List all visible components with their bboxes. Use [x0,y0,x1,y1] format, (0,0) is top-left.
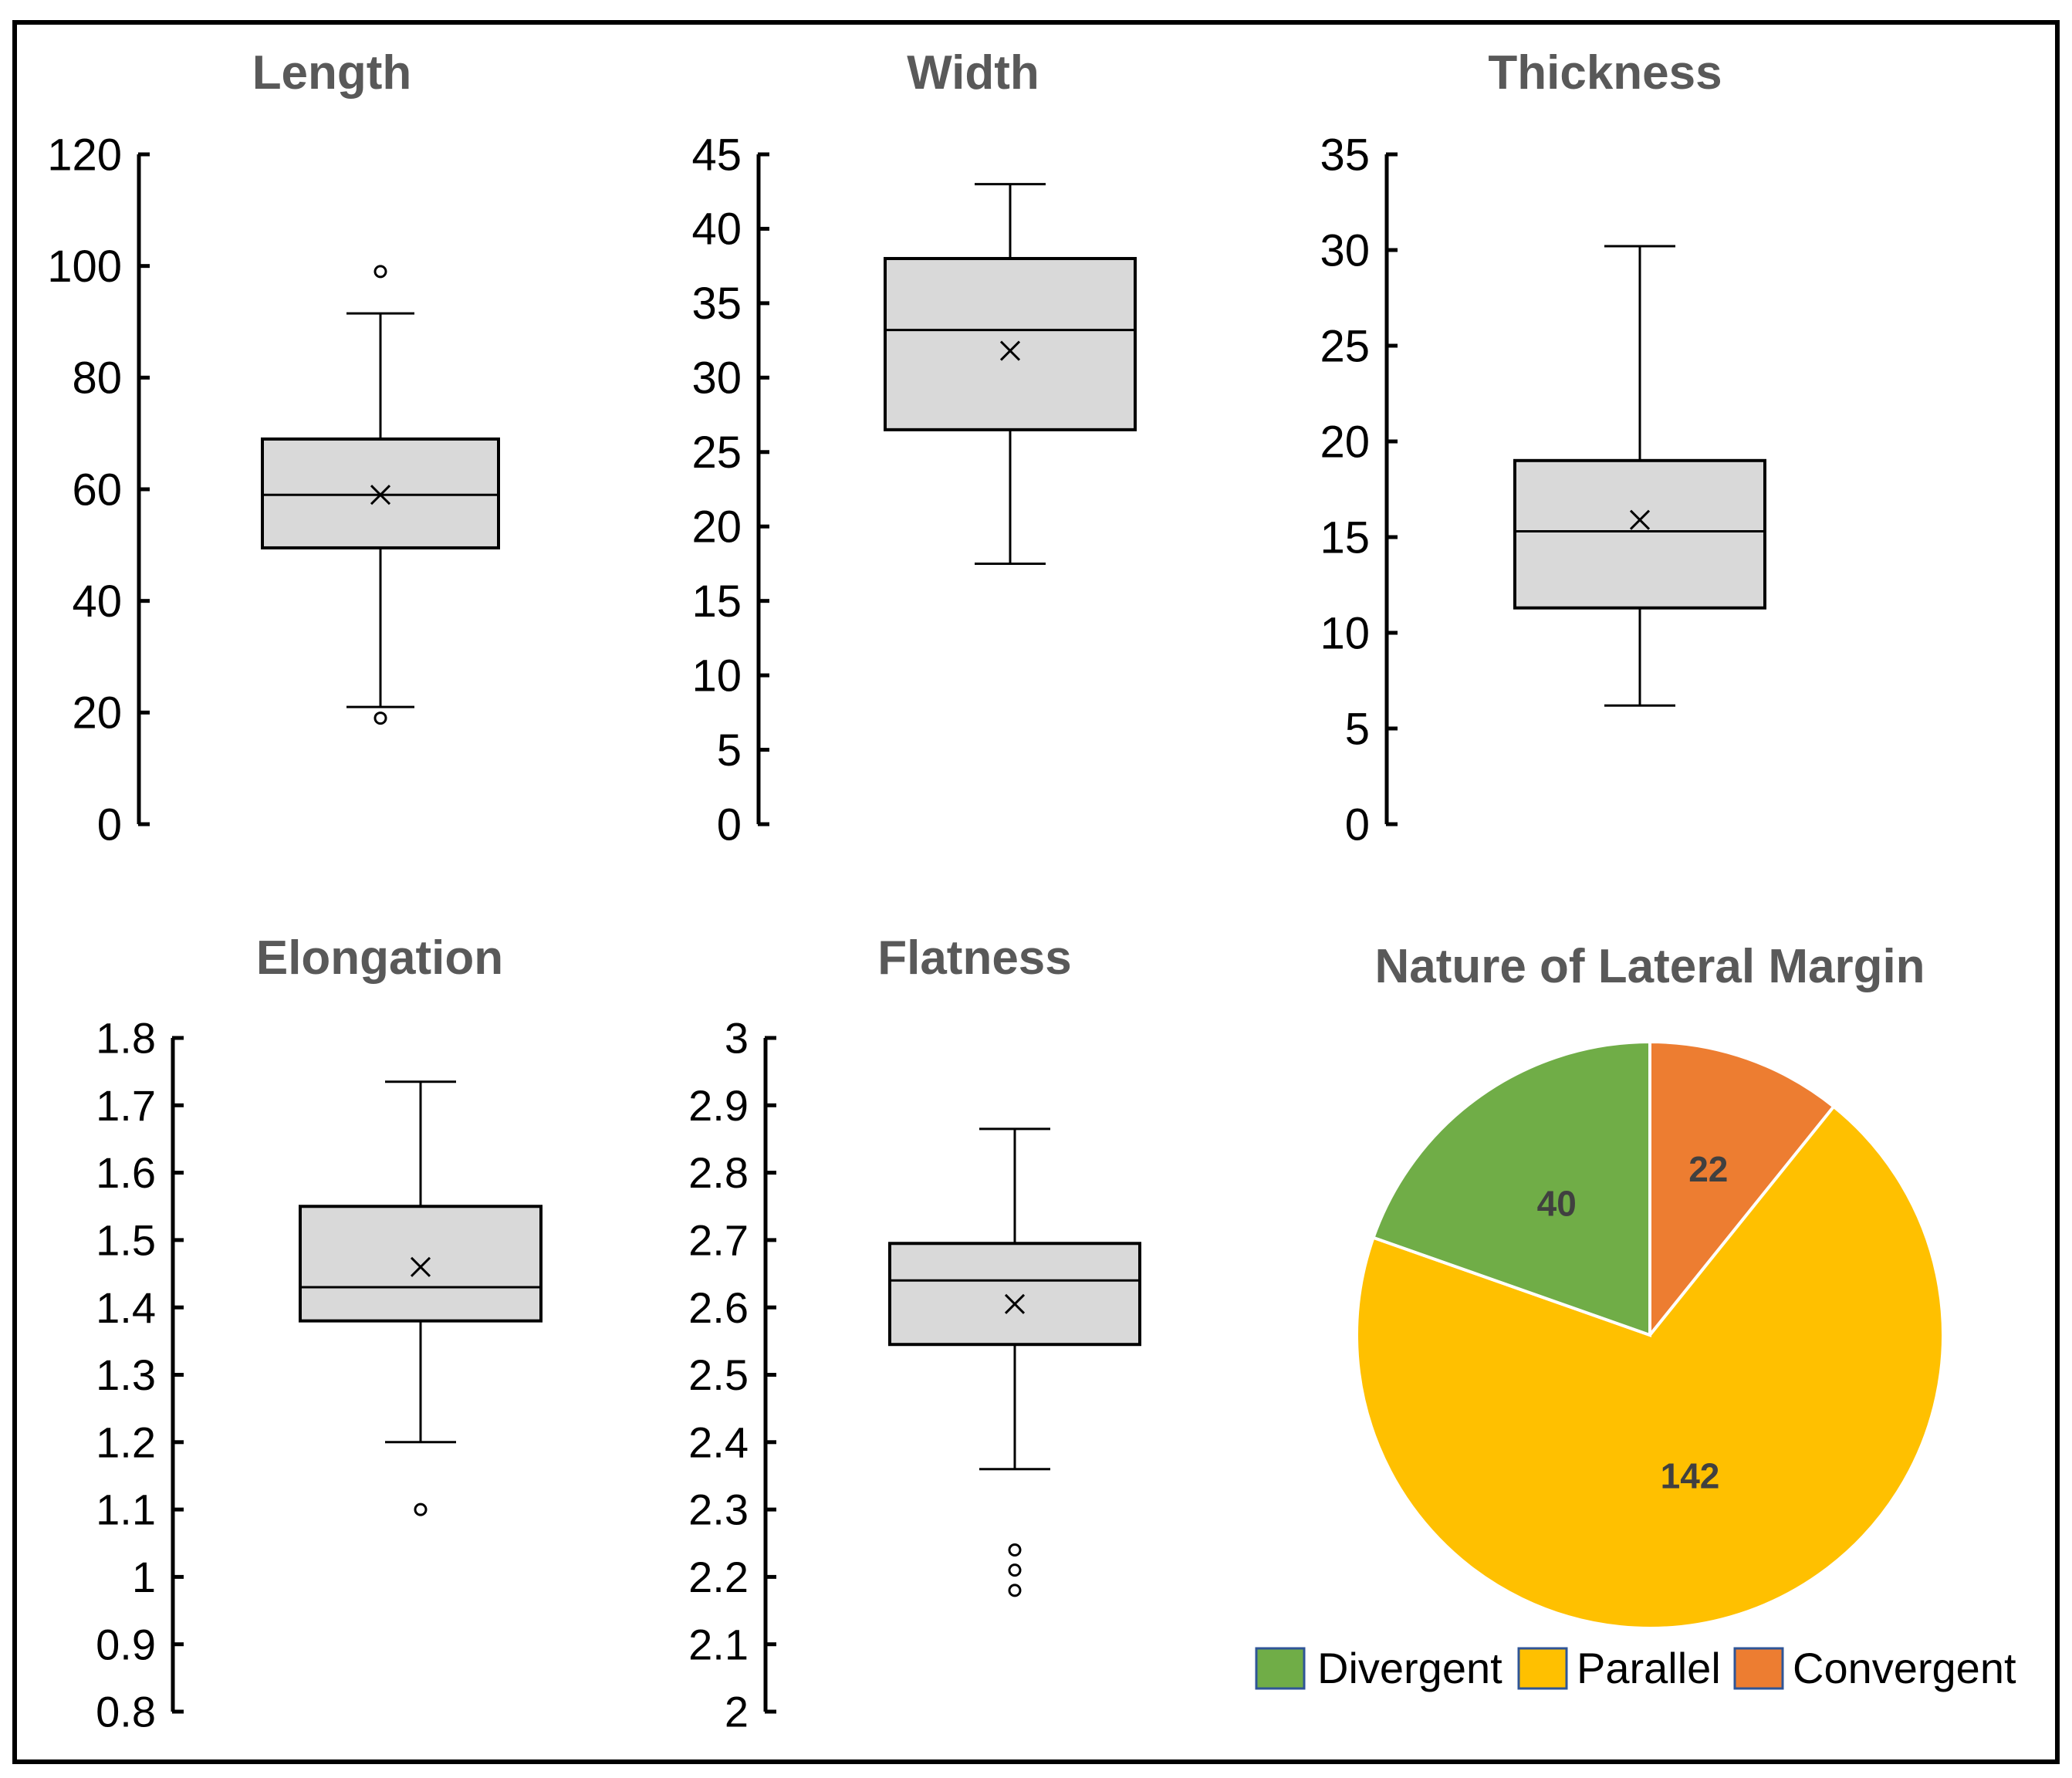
width-tick-label: 30 [691,353,742,404]
elongation-tick-label: 1.4 [96,1283,156,1332]
flatness-tick-label: 2.7 [688,1216,749,1265]
width-box [884,257,1137,431]
length-tick-label: 20 [72,688,122,739]
pie-labels: 22 142 40 [1537,1149,1729,1496]
flatness-mean-stroke [1004,1293,1026,1314]
width-tick-label: 0 [717,799,742,850]
pie-label-parallel: 142 [1661,1456,1720,1496]
elongation-tick-label: 1.3 [96,1350,156,1399]
elongation-box [299,1205,543,1323]
elongation-mean-marker [410,1256,431,1277]
legend-item-divergent: Divergent [1255,1644,1502,1692]
length-chart: Length 0 20 40 60 80 100 120 [47,46,500,850]
length-outlier [374,712,387,725]
flatness-tick-label: 2.6 [688,1283,749,1332]
elongation-title: Elongation [256,931,503,985]
length-tick-label: 120 [47,130,122,180]
flatness-chart: Flatness 2 2.1 2.2 2.3 2.4 2.5 2.6 2.7 2.8 2.9 3 [688,931,1141,1736]
elongation-mean-stroke [410,1256,431,1277]
elongation-tick-label: 0.9 [96,1620,156,1668]
pie-label-convergent: 22 [1688,1149,1728,1189]
legend-swatch-convergent [1733,1647,1784,1690]
length-mean-marker [370,485,391,505]
thickness-mean-marker [1629,509,1651,530]
pie-legend: Divergent Parallel Convergent [1255,1644,2016,1692]
pie-slice-convergent [1648,1039,1837,1340]
thickness-tick-label: 15 [1320,512,1370,563]
legend-swatch-divergent [1255,1647,1306,1690]
width-title: Width [907,46,1039,100]
thickness-box [1513,458,1766,610]
legend-item-convergent: Convergent [1733,1644,2016,1692]
length-outlier [374,265,387,279]
flatness-tick-label: 3 [725,1014,749,1063]
length-tick-label: 0 [97,799,122,850]
elongation-tick-label: 1.2 [96,1418,156,1466]
flatness-tick-label: 2.2 [688,1553,749,1601]
flatness-mean-marker [1004,1293,1026,1314]
thickness-tick-label: 5 [1345,704,1370,754]
elongation-tick-label: 0.8 [96,1688,156,1736]
length-tick-label: 40 [72,576,122,627]
width-tick-label: 35 [691,279,742,329]
thickness-title: Thickness [1488,46,1722,100]
width-mean-marker [999,340,1021,361]
thickness-tick-label: 10 [1320,608,1370,658]
flatness-tick-label: 2.5 [688,1350,749,1399]
width-tick-label: 25 [691,428,742,478]
pie-label-divergent: 40 [1537,1183,1577,1223]
elongation-tick-label: 1.6 [96,1148,156,1197]
pie-title: Nature of Lateral Margin [1374,940,1925,993]
flatness-outlier [1008,1584,1022,1597]
width-chart: Width 0 5 10 15 20 25 30 35 40 45 [691,46,1137,850]
length-tick-label: 60 [72,465,122,515]
width-tick-label: 45 [691,130,742,180]
flatness-outlier [1008,1543,1022,1557]
elongation-tick-label: 1.5 [96,1216,156,1265]
pie-slices [1355,1039,1945,1631]
flatness-box [888,1242,1141,1347]
flatness-tick-label: 2 [725,1688,749,1736]
flatness-tick-label: 2.9 [688,1081,749,1130]
width-tick-label: 15 [691,576,742,627]
width-tick-label: 5 [717,725,742,776]
elongation-tick-label: 1.1 [96,1486,156,1534]
thickness-tick-label: 0 [1345,799,1370,850]
length-tick-label: 100 [47,242,122,292]
elongation-tick-label: 1.8 [96,1014,156,1063]
elongation-tick-label: 1 [132,1553,156,1601]
flatness-title: Flatness [877,931,1072,985]
flatness-tick-label: 2.8 [688,1148,749,1197]
length-mean-stroke [370,485,391,505]
pie-slice-parallel [1355,1104,1945,1631]
lateral-margin-pie-chart: Nature of Lateral Margin 22 142 40 Diverge… [1255,940,2016,1692]
thickness-chart: Thickness 0 5 10 15 20 25 30 35 [1320,46,1766,850]
width-tick-label: 40 [691,205,742,255]
length-tick-label: 80 [72,353,122,404]
flatness-outlier [1008,1563,1022,1577]
legend-label-convergent: Convergent [1793,1644,2016,1692]
thickness-tick-label: 20 [1320,417,1370,467]
length-title: Length [252,46,412,100]
elongation-chart: Elongation 0.8 0.9 1 1.1 1.2 1.3 1.4 1.5 1.6 1.7 1… [96,931,543,1736]
width-mean-stroke [999,340,1021,361]
thickness-tick-label: 35 [1320,130,1370,180]
legend-label-divergent: Divergent [1317,1644,1502,1692]
width-tick-label: 10 [691,651,742,701]
width-tick-label: 20 [691,502,742,553]
legend-swatch-parallel [1517,1647,1568,1690]
elongation-outlier [414,1503,428,1516]
pie-slice-divergent [1371,1039,1651,1337]
flatness-tick-label: 2.3 [688,1486,749,1534]
thickness-mean-stroke [1629,509,1651,530]
thickness-tick-label: 30 [1320,225,1370,275]
flatness-tick-label: 2.4 [688,1418,749,1466]
legend-label-parallel: Parallel [1577,1644,1721,1692]
legend-item-parallel: Parallel [1517,1644,1721,1692]
thickness-tick-label: 25 [1320,321,1370,371]
elongation-tick-label: 1.7 [96,1081,156,1130]
flatness-tick-label: 2.1 [688,1620,749,1668]
